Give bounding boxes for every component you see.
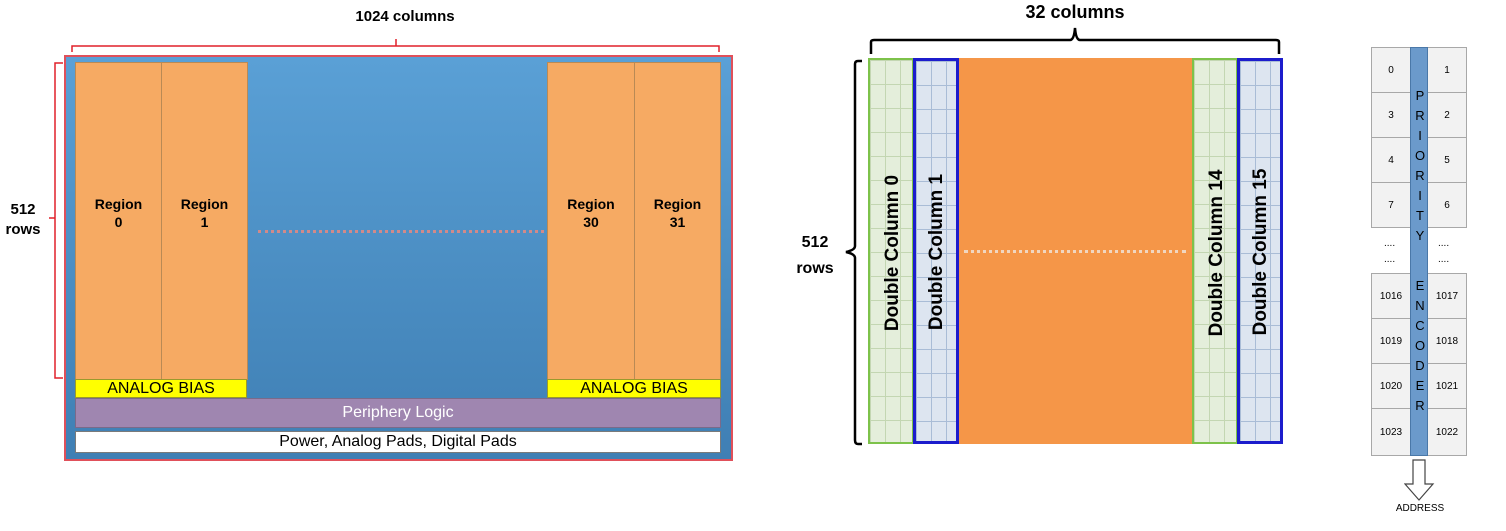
region-number: 0 — [114, 214, 123, 230]
double-column-0: Double Column 0 — [868, 58, 914, 444]
double-column-label: Double Column 1 — [926, 173, 947, 331]
ellipsis-text: .... — [1438, 238, 1450, 249]
height-bracket — [845, 59, 862, 446]
encoder-letter: D — [1415, 358, 1425, 373]
encoder-letter: C — [1415, 318, 1425, 333]
height-label-number: 512 — [10, 201, 36, 218]
encoder-letter: E — [1415, 378, 1425, 393]
region-label: Region — [94, 196, 143, 212]
pixel-cell: 1019 — [1371, 318, 1411, 364]
width-bracket — [869, 27, 1281, 54]
region-label: Region — [653, 196, 702, 212]
height-label-number: 512 — [801, 234, 829, 251]
pixel-cell: 1020 — [1371, 363, 1411, 409]
height-label-unit: rows — [5, 221, 41, 238]
pixel-cell: 4 — [1371, 137, 1411, 183]
down-arrow-icon — [1404, 459, 1435, 501]
encoder-letter: R — [1415, 108, 1425, 123]
power-pads: Power, Analog Pads, Digital Pads — [75, 431, 721, 453]
height-label: 512 rows — [788, 230, 842, 282]
pixel-cell: 1 — [1427, 47, 1467, 93]
height-label: 512 rows — [0, 200, 46, 240]
encoder-letter: E — [1415, 278, 1425, 293]
height-label-unit: rows — [796, 260, 834, 277]
periphery-logic: Periphery Logic — [75, 398, 721, 428]
region-0: Region 0 — [75, 62, 162, 380]
ellipsis-text: .... — [1384, 254, 1396, 265]
pixel-cell: 1022 — [1427, 408, 1467, 456]
encoder-letter: R — [1415, 168, 1425, 183]
pixel-cell: 1017 — [1427, 273, 1467, 319]
analog-bias-right: ANALOG BIAS — [547, 379, 721, 398]
ellipsis-text: .... — [1438, 254, 1450, 265]
encoder-letter: T — [1416, 208, 1424, 223]
encoder-letter: N — [1415, 298, 1425, 313]
double-column-label: Double Column 0 — [882, 174, 903, 332]
priority-encoder-bar — [1410, 47, 1428, 456]
width-label: 32 columns — [1025, 2, 1125, 22]
pixel-cell: 6 — [1427, 182, 1467, 228]
columns-ellipsis — [964, 250, 1186, 253]
encoder-letter: O — [1414, 148, 1426, 163]
double-column-14: Double Column 14 — [1192, 58, 1238, 444]
region-30: Region 30 — [547, 62, 635, 380]
height-bracket — [49, 62, 63, 379]
double-column-label: Double Column 15 — [1250, 168, 1271, 336]
encoder-letter: P — [1415, 88, 1425, 103]
encoder-letter: Y — [1415, 228, 1425, 243]
width-bracket — [71, 39, 720, 52]
double-column-1: Double Column 1 — [913, 58, 959, 444]
double-column-label: Double Column 14 — [1206, 169, 1227, 337]
region-number: 30 — [583, 214, 599, 230]
encoder-letter: R — [1415, 398, 1425, 413]
pixel-cell: 3 — [1371, 92, 1411, 138]
encoder-letter: O — [1414, 338, 1426, 353]
analog-bias-left: ANALOG BIAS — [75, 379, 247, 398]
pixel-cell: 1023 — [1371, 408, 1411, 456]
pixel-cell: 1016 — [1371, 273, 1411, 319]
cell-ellipsis: .... .... — [1438, 236, 1449, 268]
address-label: ADDRESS — [1395, 503, 1445, 514]
encoder-letter: I — [1418, 188, 1422, 203]
region-31: Region 31 — [634, 62, 721, 380]
region-ellipsis — [258, 230, 544, 233]
region-label: Region — [180, 196, 229, 212]
pixel-cell: 5 — [1427, 137, 1467, 183]
region-1: Region 1 — [161, 62, 248, 380]
region-label: Region — [567, 196, 615, 212]
cell-ellipsis: .... .... — [1384, 236, 1395, 268]
pixel-cell: 1018 — [1427, 318, 1467, 364]
double-column-15: Double Column 15 — [1237, 58, 1283, 444]
pixel-cell: 0 — [1371, 47, 1411, 93]
pixel-cell: 7 — [1371, 182, 1411, 228]
ellipsis-text: .... — [1384, 238, 1396, 249]
pixel-cell: 2 — [1427, 92, 1467, 138]
width-label: 1024 columns — [355, 8, 455, 25]
encoder-letter: I — [1418, 128, 1422, 143]
region-number: 31 — [669, 214, 686, 230]
pixel-cell: 1021 — [1427, 363, 1467, 409]
region-number: 1 — [200, 214, 209, 230]
